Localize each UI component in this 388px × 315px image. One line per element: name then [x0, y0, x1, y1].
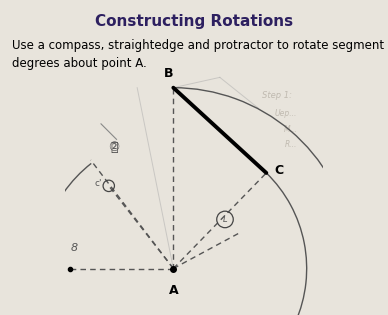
Text: degrees about point A.: degrees about point A.: [12, 57, 146, 70]
Text: 8: 8: [70, 243, 78, 253]
Text: C: C: [274, 164, 283, 177]
Text: ②: ②: [108, 140, 120, 154]
Text: R...: R...: [285, 140, 297, 149]
Text: B: B: [163, 67, 173, 80]
Text: A: A: [168, 284, 178, 297]
Text: L: L: [223, 215, 227, 224]
Text: Ⓐ: Ⓐ: [110, 140, 118, 154]
Text: Use a compass, straightedge and protractor to rotate segment BC 150: Use a compass, straightedge and protract…: [12, 39, 388, 52]
Text: Uep...: Uep...: [275, 109, 297, 118]
Text: M...: M...: [284, 124, 297, 134]
Text: Constructing Rotations: Constructing Rotations: [95, 14, 293, 29]
Text: Step 1:: Step 1:: [262, 91, 292, 100]
Text: c': c': [95, 179, 102, 188]
